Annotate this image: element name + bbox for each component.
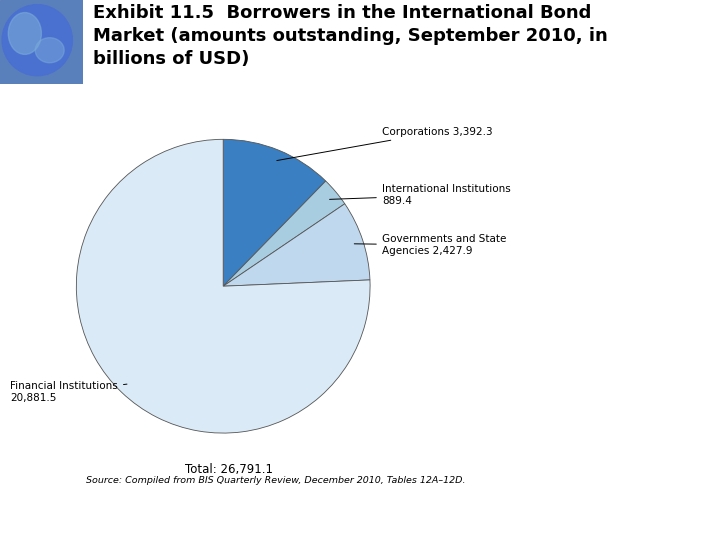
Ellipse shape xyxy=(2,5,73,76)
Text: Source: Compiled from BIS Quarterly Review, December 2010, Tables 12A–12D.: Source: Compiled from BIS Quarterly Revi… xyxy=(86,476,466,485)
Ellipse shape xyxy=(9,12,42,55)
Wedge shape xyxy=(76,139,370,433)
Text: Governments and State
Agencies 2,427.9: Governments and State Agencies 2,427.9 xyxy=(354,234,506,256)
Text: Corporations 3,392.3: Corporations 3,392.3 xyxy=(277,127,492,160)
Text: 11-17: 11-17 xyxy=(14,515,50,525)
Wedge shape xyxy=(223,181,345,286)
Wedge shape xyxy=(223,139,325,286)
Wedge shape xyxy=(223,204,370,286)
Text: Financial Institutions
20,881.5: Financial Institutions 20,881.5 xyxy=(10,381,127,403)
Text: © 2012 Pearson Education, Inc. All rights reserved.: © 2012 Pearson Education, Inc. All right… xyxy=(56,515,324,525)
Text: International Institutions
889.4: International Institutions 889.4 xyxy=(330,184,510,206)
Text: Total: 26,791.1: Total: 26,791.1 xyxy=(185,463,273,476)
Text: Exhibit 11.5  Borrowers in the International Bond
Market (amounts outstanding, S: Exhibit 11.5 Borrowers in the Internatio… xyxy=(93,4,608,68)
Ellipse shape xyxy=(35,38,64,63)
